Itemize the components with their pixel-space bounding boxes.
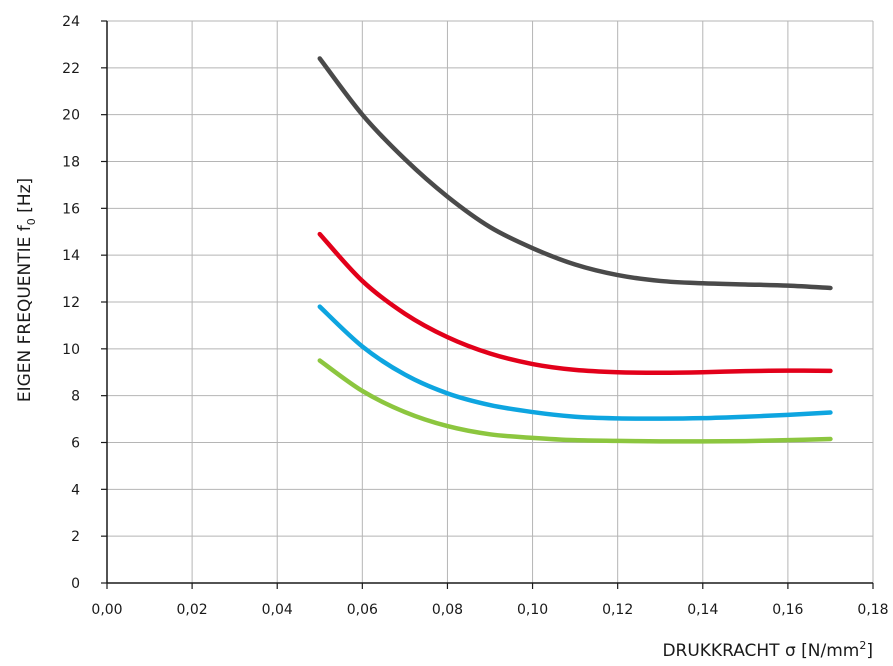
y-tick-label: 22 (62, 61, 80, 77)
y-tick-label: 16 (62, 201, 80, 217)
x-tick-label: 0,00 (91, 602, 122, 618)
y-tick-label: 8 (71, 389, 80, 405)
x-axis-title: DRUKKRACHT σ [N/mm2] (662, 639, 873, 661)
x-tick-label: 0,10 (517, 602, 548, 618)
x-tick-label: 0,16 (772, 602, 803, 618)
gridlines (107, 20, 874, 583)
y-axis-title: EIGEN FREQUENTIE f0 [Hz] (15, 178, 38, 402)
y-tick-label: 18 (62, 155, 80, 171)
x-tick-label: 0,04 (262, 602, 293, 618)
x-tick-label: 0,14 (687, 602, 718, 618)
x-tick-label: 0,06 (347, 602, 378, 618)
y-tick-label: 24 (62, 14, 80, 30)
series-line-red (317, 231, 833, 375)
data-series (317, 56, 833, 444)
y-tick-label: 6 (71, 436, 80, 452)
series-line-green (317, 358, 833, 444)
series-line-blue (317, 304, 833, 421)
x-tick-label: 0,08 (432, 602, 463, 618)
y-tick-label: 14 (62, 248, 80, 264)
tick-labels: 0,00 0,02 0,04 0,06 0,08 0,10 0,12 0,14 0,16 0,18… (62, 14, 888, 618)
series-line-dark-gray (317, 56, 833, 291)
axes (101, 20, 874, 589)
y-tick-label: 0 (71, 576, 80, 592)
y-tick-label: 10 (62, 342, 80, 358)
y-tick-label: 4 (71, 482, 80, 498)
y-tick-label: 12 (62, 295, 80, 311)
x-tick-label: 0,12 (602, 602, 633, 618)
y-tick-label: 2 (71, 529, 80, 545)
x-tick-label: 0,18 (857, 602, 888, 618)
y-tick-label: 20 (62, 108, 80, 124)
x-tick-label: 0,02 (177, 602, 208, 618)
